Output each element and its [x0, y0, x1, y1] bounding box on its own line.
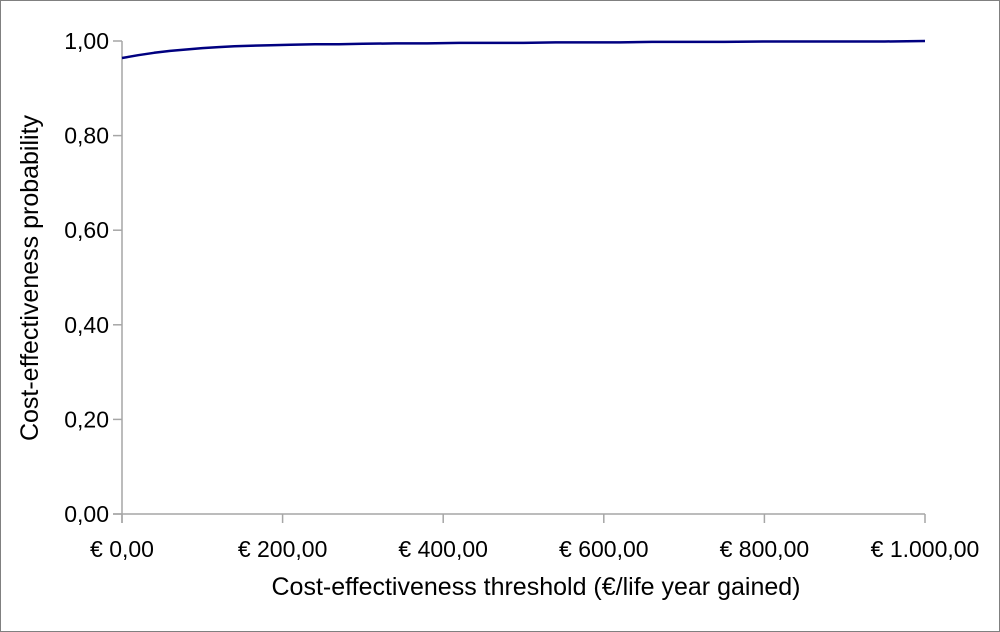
y-axis-title: Cost-effectiveness probability [16, 114, 44, 441]
x-tick-label: € 0,00 [90, 536, 154, 562]
x-tick-label: € 400,00 [398, 536, 488, 562]
y-tick-label: 0,20 [64, 406, 109, 432]
y-tick-label: 1,00 [64, 28, 109, 54]
x-tick-label: € 600,00 [559, 536, 649, 562]
x-tick-label: € 800,00 [720, 536, 810, 562]
x-tick-label: € 1.000,00 [871, 536, 980, 562]
x-tick-label: € 200,00 [238, 536, 328, 562]
tick-labels: € 0,00 € 200,00 € 400,00 € 600,00 € 800,00 € … [64, 28, 979, 562]
y-tick-label: 0,00 [64, 501, 109, 527]
y-tick-label: 0,40 [64, 312, 109, 338]
y-tick-label: 0,60 [64, 217, 109, 243]
x-axis-title: Cost-effectiveness threshold (€/life yea… [272, 573, 801, 601]
curve-layer [121, 39, 926, 60]
cost-effectiveness-acceptability-curve [121, 39, 926, 60]
axes [113, 40, 926, 523]
y-tick-label: 0,80 [64, 123, 109, 149]
